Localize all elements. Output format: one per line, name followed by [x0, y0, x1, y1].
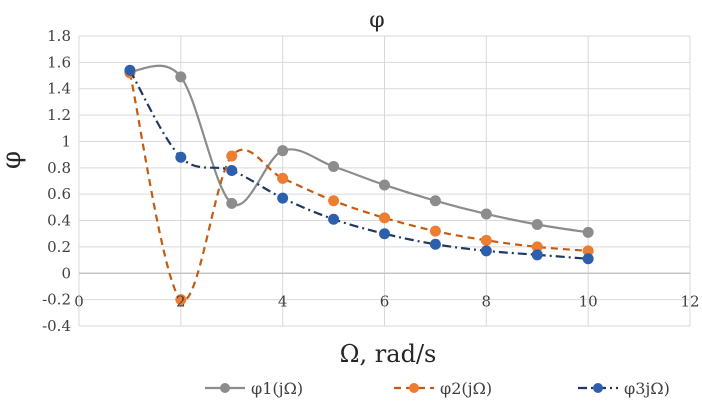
gridlines — [78, 35, 691, 327]
y-tick-label: 0.6 — [47, 185, 71, 203]
series-line — [128, 72, 589, 302]
x-tick-label: 8 — [482, 292, 492, 310]
y-axis-label: φ — [0, 151, 27, 169]
data-point — [277, 172, 289, 184]
data-point — [429, 195, 441, 207]
legend-marker — [593, 383, 603, 393]
y-tick-label: 1.2 — [47, 106, 71, 124]
legend-marker — [409, 383, 419, 393]
data-point — [531, 249, 543, 261]
data-point — [328, 161, 340, 172]
data-point — [582, 226, 594, 238]
y-tick-label: 1.8 — [47, 27, 71, 45]
x-tick-label: 6 — [380, 292, 390, 310]
data-point — [531, 219, 543, 230]
data-point — [480, 245, 492, 257]
data-point — [480, 208, 492, 220]
y-tick-label: 1 — [61, 132, 71, 150]
y-tick-label: 0 — [61, 264, 71, 282]
x-tick-label: 0 — [74, 292, 84, 310]
y-tick-label: 0.2 — [47, 238, 71, 256]
data-point — [175, 294, 187, 306]
data-point — [175, 71, 187, 83]
data-point — [175, 151, 187, 163]
data-point — [328, 213, 340, 225]
y-tick-label: 1.6 — [47, 53, 71, 71]
x-tick-label: 12 — [680, 292, 699, 310]
data-point — [582, 253, 594, 265]
y-tick-label: -0.2 — [42, 291, 71, 309]
legend-marker — [220, 383, 230, 393]
series-1 — [124, 64, 594, 238]
data-point — [429, 225, 441, 237]
series-3 — [124, 64, 594, 265]
x-axis-label: Ω, rad/s — [340, 340, 437, 368]
legend-label: φ2(jΩ) — [440, 379, 492, 398]
data-point — [277, 192, 289, 204]
data-point — [124, 64, 136, 76]
series-2 — [124, 67, 594, 306]
y-tick-label: 1.4 — [47, 80, 71, 98]
legend-label: φ1(jΩ) — [251, 379, 303, 398]
data-point — [328, 195, 340, 207]
y-tick-label: -0.4 — [42, 317, 71, 335]
x-tick-label: 2 — [176, 292, 186, 310]
data-point — [226, 150, 238, 162]
legend: φ1(jΩ) φ2(jΩ) φ3jΩ) — [205, 379, 670, 398]
series-line — [128, 69, 589, 260]
x-tick-label: 10 — [579, 292, 598, 310]
tick-labels: 0 2 4 6 8 10 12-0.4-0.200.20.40.60.811.21.41.6… — [42, 27, 699, 335]
y-tick-label: 0.8 — [47, 159, 71, 177]
series-group — [124, 64, 594, 306]
data-point — [226, 197, 238, 209]
chart-title: φ — [369, 8, 384, 33]
data-point — [277, 145, 289, 157]
x-tick-label: 4 — [278, 292, 288, 310]
data-point — [480, 234, 492, 246]
data-point — [379, 228, 390, 240]
data-point — [379, 212, 390, 224]
data-point — [379, 179, 390, 191]
data-point — [226, 164, 238, 176]
data-point — [429, 238, 441, 250]
legend-label: φ3jΩ) — [624, 379, 670, 398]
series-line — [129, 64, 589, 234]
y-tick-label: 0.4 — [47, 212, 71, 230]
